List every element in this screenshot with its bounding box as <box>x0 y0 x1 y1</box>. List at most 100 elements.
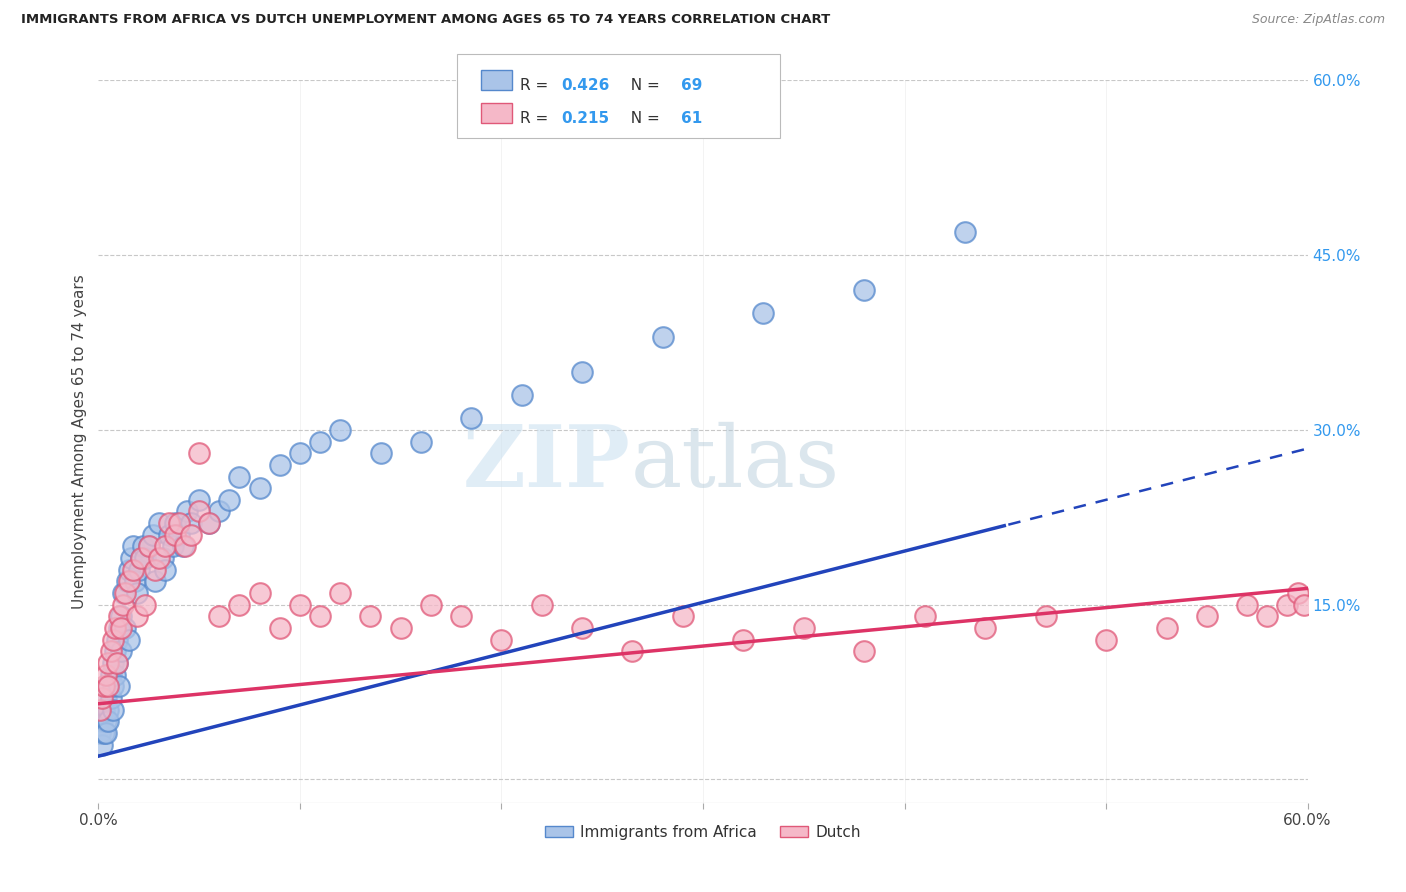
Point <box>100 667 122 681</box>
Point <box>420 598 443 612</box>
Point <box>752 306 775 320</box>
Point <box>853 644 876 658</box>
Point <box>914 609 936 624</box>
Text: ZIP: ZIP <box>463 421 630 505</box>
Point <box>510 388 533 402</box>
Point <box>101 679 124 693</box>
Point <box>114 586 136 600</box>
Point <box>103 667 125 681</box>
Point <box>370 446 392 460</box>
Text: R =: R = <box>520 78 554 93</box>
Point <box>1256 609 1278 624</box>
Point <box>118 632 141 647</box>
Point <box>97 714 120 729</box>
Point <box>134 598 156 612</box>
Legend: Immigrants from Africa, Dutch: Immigrants from Africa, Dutch <box>538 819 868 846</box>
Text: N =: N = <box>621 111 665 126</box>
Point <box>218 492 240 507</box>
Point <box>491 632 513 647</box>
Point <box>288 446 311 460</box>
Point <box>571 621 593 635</box>
Point <box>105 656 128 670</box>
Point <box>107 609 129 624</box>
Point <box>621 644 644 658</box>
Point <box>97 702 120 716</box>
Point <box>89 702 111 716</box>
Point <box>101 632 124 647</box>
Point <box>329 423 352 437</box>
Text: Source: ZipAtlas.com: Source: ZipAtlas.com <box>1251 13 1385 27</box>
Point <box>793 621 815 635</box>
Text: R =: R = <box>520 111 554 126</box>
Point <box>97 679 120 693</box>
Point <box>96 726 118 740</box>
Point <box>1286 586 1309 600</box>
Point <box>651 329 673 343</box>
Point <box>111 598 134 612</box>
Point <box>97 656 120 670</box>
Point <box>93 726 115 740</box>
Point <box>1236 598 1258 612</box>
Point <box>157 528 180 542</box>
Point <box>167 516 190 530</box>
Point <box>180 516 202 530</box>
Point <box>91 714 114 729</box>
Point <box>198 516 221 530</box>
Point <box>309 609 332 624</box>
Point <box>249 586 271 600</box>
Point <box>228 469 250 483</box>
Point <box>208 504 231 518</box>
Point <box>100 690 122 705</box>
Point <box>162 540 184 554</box>
Point <box>953 225 976 239</box>
Point <box>129 551 152 566</box>
Point <box>288 598 311 612</box>
Point <box>188 492 211 507</box>
Point <box>188 504 211 518</box>
Point <box>89 726 111 740</box>
Point <box>974 621 997 635</box>
Point <box>309 434 332 449</box>
Point <box>163 528 186 542</box>
Point <box>107 621 129 635</box>
Text: 0.215: 0.215 <box>561 111 609 126</box>
Point <box>105 656 128 670</box>
Point <box>101 656 124 670</box>
Point <box>107 679 129 693</box>
Point <box>96 690 118 705</box>
Point <box>100 644 122 658</box>
Point <box>269 621 291 635</box>
Point <box>460 411 482 425</box>
Point <box>93 702 115 716</box>
Point <box>1095 632 1118 647</box>
Point <box>120 551 142 566</box>
Point <box>571 365 593 379</box>
Point <box>132 540 155 554</box>
Text: 61: 61 <box>681 111 702 126</box>
Point <box>105 632 128 647</box>
Point <box>118 574 141 589</box>
Point <box>129 551 152 566</box>
Point <box>103 644 125 658</box>
Point <box>121 540 143 554</box>
Text: N =: N = <box>621 78 665 93</box>
Point <box>153 540 176 554</box>
Point <box>110 609 132 624</box>
Point <box>101 702 124 716</box>
Point <box>148 516 170 530</box>
Point <box>853 283 876 297</box>
Point <box>269 458 291 472</box>
Point <box>115 574 138 589</box>
Point <box>125 609 148 624</box>
Point <box>152 551 174 566</box>
Point <box>172 540 194 554</box>
Point <box>110 644 132 658</box>
Point <box>97 679 120 693</box>
Point <box>143 563 166 577</box>
Text: IMMIGRANTS FROM AFRICA VS DUTCH UNEMPLOYMENT AMONG AGES 65 TO 74 YEARS CORRELATI: IMMIGRANTS FROM AFRICA VS DUTCH UNEMPLOY… <box>21 13 831 27</box>
Point <box>121 563 143 577</box>
Point <box>167 528 190 542</box>
Point <box>174 540 197 554</box>
Point <box>1195 609 1218 624</box>
Point <box>128 563 150 577</box>
